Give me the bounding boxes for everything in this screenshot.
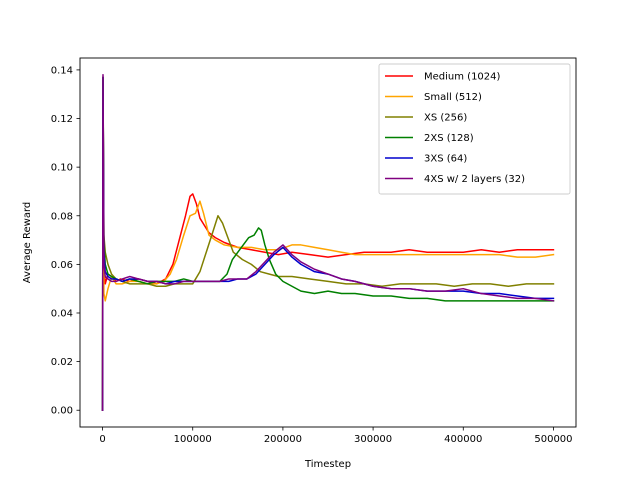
y-tick-label: 0.00 — [51, 406, 73, 417]
series-line-3 — [101, 76, 555, 411]
legend-label-6: 4XS w/ 2 layers (32) — [424, 174, 525, 185]
x-axis-label: Timestep — [304, 459, 351, 470]
y-tick-label: 0.06 — [51, 260, 73, 271]
x-tick-label: 0 — [99, 434, 105, 445]
y-tick-label: 0.08 — [51, 211, 73, 222]
legend-box — [378, 63, 571, 195]
series-line-6 — [101, 74, 555, 411]
legend: Medium (1024) Small (512) XS (256) 2XS (128… — [378, 63, 571, 195]
y-axis-label: Average Reward — [22, 202, 33, 283]
x-axis: 0 100000 200000 300000 400000 500000 — [99, 427, 573, 445]
y-tick-label: 0.14 — [51, 65, 73, 76]
y-tick-label: 0.04 — [51, 308, 73, 319]
y-tick-label: 0.12 — [51, 114, 73, 125]
plot-lines — [101, 74, 555, 411]
legend-label-5: 3XS (64) — [424, 154, 467, 165]
y-axis: 0.00 0.02 0.04 0.06 0.08 0.10 0.12 0.14 — [51, 65, 80, 417]
x-tick-label: 300000 — [354, 434, 392, 445]
y-tick-label: 0.02 — [51, 357, 73, 368]
legend-label-2: Small (512) — [424, 92, 482, 103]
series-line-2 — [101, 76, 555, 411]
y-tick-label: 0.10 — [51, 163, 73, 174]
plot-frame — [79, 57, 577, 428]
x-tick-label: 500000 — [534, 434, 572, 445]
legend-label-4: 2XS (128) — [424, 133, 474, 144]
x-tick-label: 200000 — [264, 434, 302, 445]
legend-label-1: Medium (1024) — [424, 72, 501, 83]
legend-label-3: XS (256) — [424, 113, 467, 124]
x-tick-label: 100000 — [174, 434, 212, 445]
x-tick-label: 400000 — [444, 434, 482, 445]
